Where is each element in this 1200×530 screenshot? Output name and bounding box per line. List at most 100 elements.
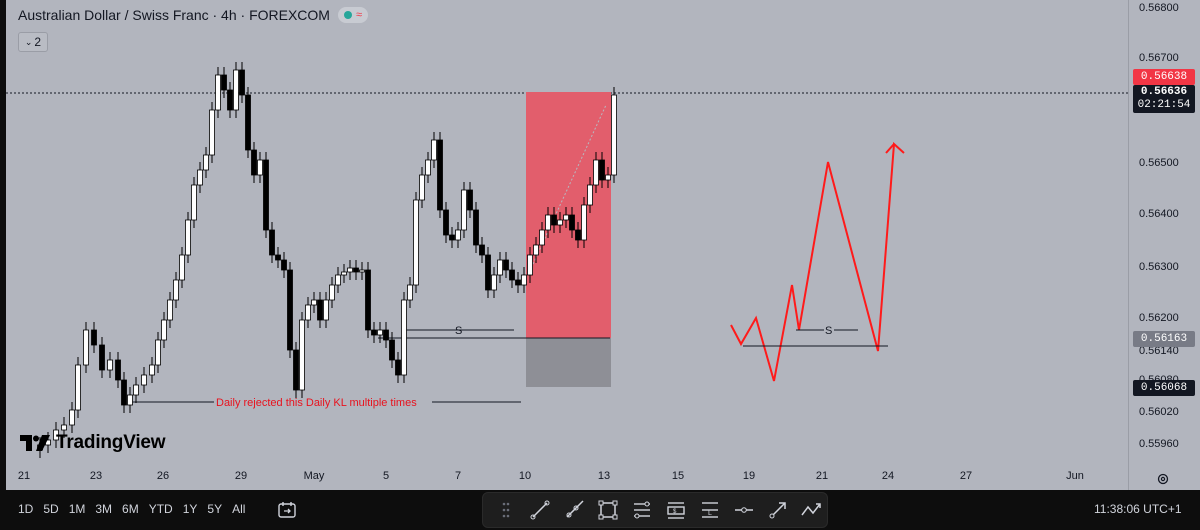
candle-bull [311, 299, 317, 306]
candle-bear [353, 267, 359, 273]
candle-bull [455, 229, 461, 241]
candle-bull [257, 159, 263, 176]
candle-bull [533, 244, 539, 256]
candle-bear [317, 299, 323, 321]
rectangle-icon[interactable] [595, 497, 621, 523]
candle-bull [69, 409, 75, 426]
candle-bear [239, 69, 245, 96]
candle-bull [173, 279, 179, 301]
chevron-down-icon: ⌄ [24, 36, 33, 47]
candle-bear [383, 329, 389, 341]
candle-bull [305, 304, 311, 321]
time-label: Jun [1066, 470, 1084, 482]
price-label: 0.56300 [1139, 261, 1179, 273]
candle-bull [401, 299, 407, 376]
candle-bull [581, 204, 587, 241]
last-price-value: 0.56636 [1140, 86, 1188, 98]
candle-bear [365, 269, 371, 331]
candle-bull [491, 274, 497, 291]
price-label: 0.56800 [1139, 2, 1179, 14]
candle-bull [557, 219, 563, 226]
tradingview-logo[interactable]: TradingView [20, 432, 166, 454]
ray-icon[interactable] [561, 497, 587, 523]
candle-bull [107, 359, 113, 371]
left-edge [0, 0, 6, 490]
candle-bull [61, 424, 67, 431]
time-label: 23 [89, 470, 103, 482]
candle-bull [413, 199, 419, 286]
chart-area[interactable]: S Daily rejected this Daily KL multiple … [6, 0, 1128, 490]
candle-bull [161, 319, 167, 341]
daily-note-bg [214, 395, 432, 409]
drag-handle-icon[interactable] [493, 497, 519, 523]
candle-bull [341, 271, 347, 276]
price-axis[interactable]: 0.56800 0.56700 0.56500 0.56400 0.56300 … [1128, 0, 1200, 490]
drawing-toolbar: $ L [482, 492, 828, 528]
price-tag-level-mid: 0.56163 [1133, 331, 1195, 347]
candle-bear [269, 229, 275, 256]
candle-bear [449, 234, 455, 241]
indicators-toggle[interactable]: ⌄ 2 [18, 32, 48, 52]
timeframe-1m[interactable]: 1M [68, 502, 86, 516]
long-short-icon[interactable]: $ [663, 497, 689, 523]
gear-icon[interactable] [1156, 472, 1170, 486]
timeframe-3m[interactable]: 3M [95, 502, 113, 516]
tv-logo-icon [20, 435, 50, 451]
arrow-icon[interactable] [765, 497, 791, 523]
time-label: May [303, 470, 325, 482]
price-chart[interactable]: S Daily rejected this Daily KL multiple … [6, 0, 1128, 490]
candle-bear [121, 379, 127, 406]
candle-bear [437, 139, 443, 211]
trend-line-icon[interactable] [527, 497, 553, 523]
market-open-icon [343, 11, 352, 19]
candle-bull [461, 189, 467, 231]
candle-bull [587, 184, 593, 206]
price-label: 0.55960 [1139, 438, 1179, 450]
candle-bear [599, 159, 605, 181]
candle-bear [245, 94, 251, 151]
fib-retracement-icon[interactable] [629, 497, 655, 523]
candle-bull [359, 269, 365, 273]
time-label: 19 [742, 470, 756, 482]
candle-bear [473, 209, 479, 246]
path-icon[interactable] [799, 497, 825, 523]
candle-bull [593, 159, 599, 186]
price-label: 0.56500 [1139, 157, 1179, 169]
time-label: 27 [959, 470, 973, 482]
candle-bear [263, 159, 269, 231]
s-label-left: S [455, 325, 462, 337]
timeframe-ytd[interactable]: YTD [148, 502, 173, 516]
level-icon[interactable]: L [697, 497, 723, 523]
logo-text: TradingView [56, 432, 166, 453]
candle-bull [347, 267, 353, 273]
candle-bull [179, 254, 185, 281]
candle-bull [323, 299, 329, 321]
timeframe-6m[interactable]: 6M [122, 502, 139, 516]
candle-bull [419, 174, 425, 201]
candle-bull [377, 329, 383, 336]
grey-zone [526, 338, 611, 387]
date-range-icon[interactable] [276, 500, 298, 520]
timeframe-5y[interactable]: 5Y [207, 502, 223, 516]
timeframe-1d[interactable]: 1D [18, 502, 34, 516]
symbol-title[interactable]: Australian Dollar / Swiss Franc · 4h · F… [18, 7, 330, 23]
candle-bull [335, 274, 341, 286]
candle-bull [197, 169, 203, 186]
diagonal-dotted-line [527, 104, 607, 276]
market-status[interactable]: ≈ [337, 7, 369, 23]
time-label: 29 [234, 470, 248, 482]
candle-bull [215, 74, 221, 111]
s-label-right: S [825, 325, 832, 337]
time-label: 7 [454, 470, 462, 482]
timeframe-5d[interactable]: 5D [43, 502, 59, 516]
candle-bear [115, 359, 121, 381]
candle-bull [539, 229, 545, 246]
horizontal-line-icon[interactable] [731, 497, 757, 523]
utc-clock[interactable]: 11:38:06 UTC+1 [1094, 502, 1182, 516]
candle-bear [371, 329, 377, 336]
timeframe-all[interactable]: All [232, 502, 246, 516]
bottom-bar: 1D 5D 1M 3M 6M YTD 1Y 5Y All $ [0, 490, 1200, 530]
timeframe-1y[interactable]: 1Y [182, 502, 198, 516]
candle-bear [515, 279, 521, 286]
candle-bull [209, 109, 215, 156]
